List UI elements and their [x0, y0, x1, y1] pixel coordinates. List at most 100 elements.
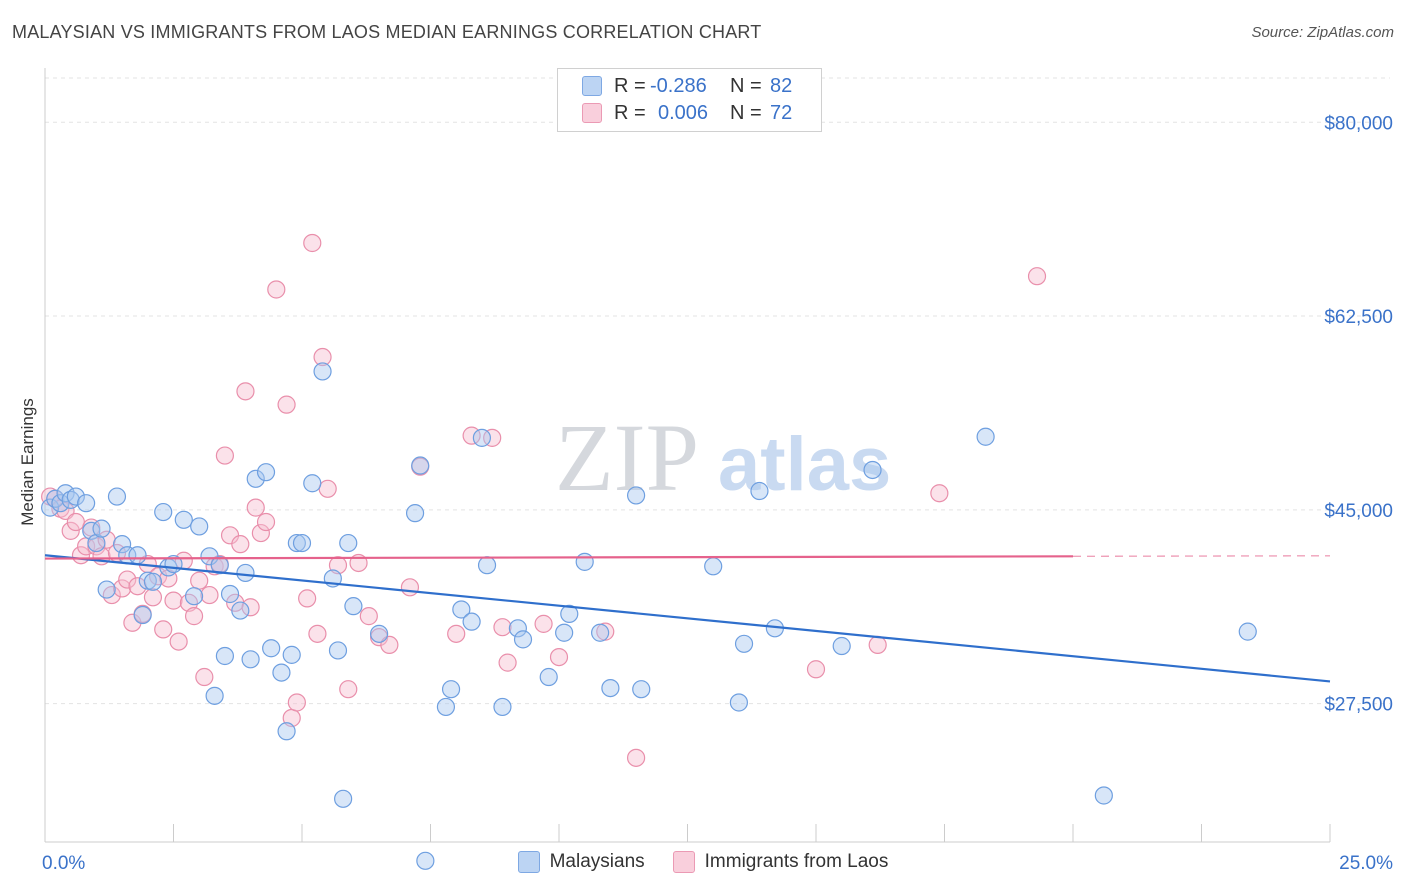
- point-malaysians: [729, 693, 749, 712]
- point-malaysians: [539, 667, 558, 687]
- trend-lines: [44, 554, 1331, 683]
- point-immigrants-from-laos: [806, 660, 826, 679]
- point-malaysians: [231, 601, 250, 620]
- point-immigrants-from-laos: [493, 618, 512, 637]
- point-malaysians: [976, 427, 995, 446]
- series-legend-immigrants-from-laos: Immigrants from Laos: [672, 851, 889, 873]
- point-malaysians: [436, 697, 456, 717]
- point-immigrants-from-laos: [303, 233, 322, 253]
- point-immigrants-from-laos: [236, 382, 255, 401]
- point-malaysians: [411, 456, 430, 475]
- point-malaysians: [205, 686, 224, 705]
- point-malaysians: [272, 663, 291, 682]
- legend-r-value: -0.286: [650, 74, 707, 97]
- point-malaysians: [143, 572, 163, 591]
- point-malaysians: [513, 630, 533, 649]
- y-axis-label: Median Earnings: [18, 398, 37, 526]
- point-malaysians: [66, 487, 85, 506]
- point-immigrants-from-laos: [215, 446, 234, 465]
- point-immigrants-from-laos: [61, 521, 80, 540]
- point-immigrants-from-laos: [154, 620, 173, 639]
- point-malaysians: [241, 650, 260, 669]
- series-swatch-pink: [672, 851, 695, 873]
- point-immigrants-from-laos: [1027, 267, 1047, 286]
- point-immigrants-from-laos: [359, 607, 378, 626]
- point-immigrants-from-laos: [339, 680, 358, 699]
- point-malaysians: [339, 533, 358, 553]
- point-malaysians: [493, 697, 512, 717]
- point-immigrants-from-laos: [164, 591, 183, 610]
- point-malaysians: [256, 463, 276, 482]
- point-immigrants-from-laos: [169, 632, 188, 651]
- point-malaysians: [632, 680, 651, 699]
- point-immigrants-from-laos: [313, 347, 332, 367]
- legend-n-label: N =: [730, 101, 762, 124]
- point-malaysians: [1094, 786, 1113, 805]
- legend-row-immigrants-from-laos: R = 0.006 N = 72: [582, 100, 792, 126]
- point-immigrants-from-laos: [66, 512, 85, 532]
- point-malaysians: [262, 639, 281, 658]
- point-malaysians: [190, 517, 209, 536]
- y-tick-label: $62,500: [1324, 307, 1393, 328]
- point-malaysians: [334, 789, 353, 808]
- watermark-zip: ZIP: [555, 404, 699, 511]
- legend-n-value: 82: [770, 74, 793, 97]
- point-malaysians: [555, 623, 574, 642]
- point-malaysians: [441, 680, 461, 699]
- point-malaysians: [575, 552, 594, 571]
- point-immigrants-from-laos: [190, 571, 209, 590]
- point-immigrants-from-laos: [308, 624, 327, 643]
- series-swatch-blue: [517, 851, 540, 873]
- point-malaysians: [405, 504, 425, 523]
- point-immigrants-from-laos: [447, 624, 466, 643]
- point-malaysians: [107, 487, 127, 506]
- legend-r-value: 0.006: [658, 101, 709, 124]
- point-malaysians: [87, 533, 106, 553]
- point-immigrants-from-laos: [298, 589, 317, 608]
- y-tick-label: $80,000: [1324, 113, 1393, 134]
- point-immigrants-from-laos: [868, 635, 887, 655]
- y-tick-labels: $27,500 $45,000 $62,500 $80,000: [1324, 113, 1393, 715]
- point-immigrants-from-laos: [231, 535, 250, 554]
- series-malaysians-points: [41, 362, 1257, 870]
- point-malaysians: [174, 510, 193, 529]
- series-label-immigrants-from-laos: Immigrants from Laos: [704, 851, 889, 872]
- point-malaysians: [560, 604, 579, 624]
- point-immigrants-from-laos: [267, 280, 286, 299]
- point-malaysians: [452, 600, 471, 619]
- correlation-legend: R = -0.286 N = 82 R = 0.006 N = 72: [557, 68, 822, 132]
- x-tick-label-end: 25.0%: [1339, 853, 1393, 874]
- point-malaysians: [277, 722, 296, 741]
- point-immigrants-from-laos: [930, 484, 949, 503]
- point-malaysians: [601, 678, 620, 698]
- x-tick-label-start: 0.0%: [42, 853, 85, 874]
- point-malaysians: [750, 481, 769, 501]
- point-immigrants-from-laos: [287, 693, 306, 712]
- series-legend-malaysians: Malaysians: [517, 851, 645, 873]
- point-immigrants-from-laos: [241, 598, 260, 617]
- point-malaysians: [51, 494, 70, 513]
- point-immigrants-from-laos: [483, 428, 502, 447]
- point-immigrants-from-laos: [318, 479, 337, 498]
- point-malaysians: [591, 623, 610, 642]
- point-malaysians: [236, 563, 255, 583]
- trend-line-malaysians: [44, 554, 1331, 683]
- point-immigrants-from-laos: [380, 635, 399, 655]
- trend-line-immigrants-from-laos: [44, 555, 1074, 560]
- point-malaysians: [508, 619, 527, 638]
- point-immigrants-from-laos: [277, 395, 296, 414]
- point-malaysians: [832, 636, 851, 656]
- point-malaysians: [734, 634, 754, 653]
- watermark-atlas: atlas: [718, 422, 891, 507]
- point-malaysians: [215, 646, 234, 666]
- point-malaysians: [97, 580, 116, 599]
- point-immigrants-from-laos: [118, 570, 137, 589]
- legend-n-value: 72: [770, 101, 793, 124]
- point-malaysians: [133, 605, 152, 625]
- point-malaysians: [92, 519, 111, 538]
- point-immigrants-from-laos: [112, 579, 132, 598]
- point-malaysians: [210, 556, 229, 575]
- point-immigrants-from-laos: [246, 498, 265, 517]
- point-malaysians: [370, 624, 389, 643]
- y-tick-label: $45,000: [1324, 501, 1393, 522]
